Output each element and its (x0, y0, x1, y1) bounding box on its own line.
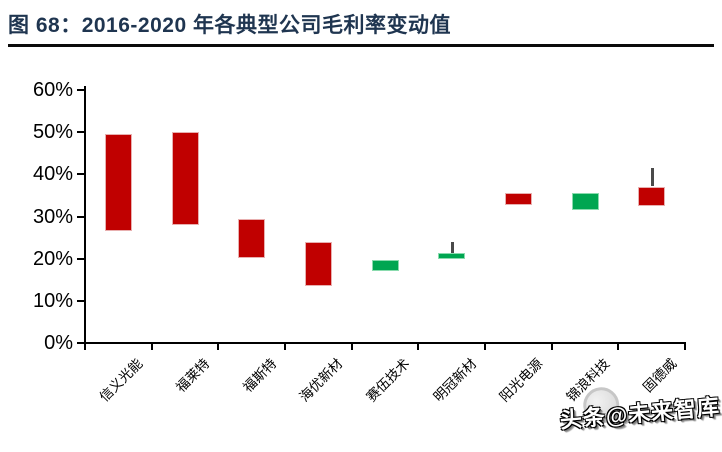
y-axis-label: 30% (32, 206, 73, 228)
x-axis-tick (84, 343, 86, 350)
y-axis-tick (77, 342, 85, 344)
y-axis-tick (77, 173, 85, 175)
range-bar-1 (105, 134, 132, 231)
range-bar-9 (638, 187, 665, 206)
x-axis-tick (151, 343, 153, 350)
x-axis-tick (351, 343, 353, 350)
range-bar-5 (372, 260, 399, 271)
x-axis-tick (417, 343, 419, 350)
range-bar-3 (238, 219, 265, 258)
y-axis-line (84, 86, 86, 344)
bar-wick (451, 242, 454, 253)
x-axis-tick (551, 343, 553, 350)
y-axis-tick (77, 258, 85, 260)
y-axis-label: 0% (44, 332, 73, 354)
watermark-text: 头条@未来智库 (558, 393, 721, 433)
x-axis-tick (484, 343, 486, 350)
y-axis-label: 60% (32, 79, 73, 101)
x-axis-line (84, 342, 686, 344)
y-axis-tick (77, 89, 85, 91)
range-bar-7 (505, 193, 532, 205)
title-underline (8, 44, 714, 47)
y-axis-tick (77, 131, 85, 133)
x-axis-tick (217, 343, 219, 350)
y-axis-label: 20% (32, 248, 73, 270)
figure-title: 图 68：2016-2020 年各典型公司毛利率变动值 (8, 14, 451, 37)
range-bar-8 (572, 193, 599, 210)
y-axis-tick (77, 216, 85, 218)
range-bar-6 (438, 253, 465, 259)
x-axis-tick (684, 343, 686, 350)
figure-page: 图 68：2016-2020 年各典型公司毛利率变动值 0% 10% 20% 30% 4… (8, 9, 721, 433)
range-bar-4 (305, 242, 332, 286)
x-axis-tick (284, 343, 286, 350)
y-axis-label: 50% (32, 121, 73, 143)
bar-wick (651, 168, 654, 186)
figure-title-row: 图 68：2016-2020 年各典型公司毛利率变动值 (8, 9, 714, 39)
x-axis-tick (617, 343, 619, 350)
margin-change-chart: 0% 10% 20% 30% 40% 50% 60% 信义光能 福莱特 福斯特 海优新材 赛伍技术 明冠… (32, 79, 686, 405)
range-bar-2 (172, 132, 199, 225)
y-axis-label: 10% (32, 290, 73, 312)
y-axis-tick (77, 300, 85, 302)
y-axis-label: 40% (32, 163, 73, 185)
